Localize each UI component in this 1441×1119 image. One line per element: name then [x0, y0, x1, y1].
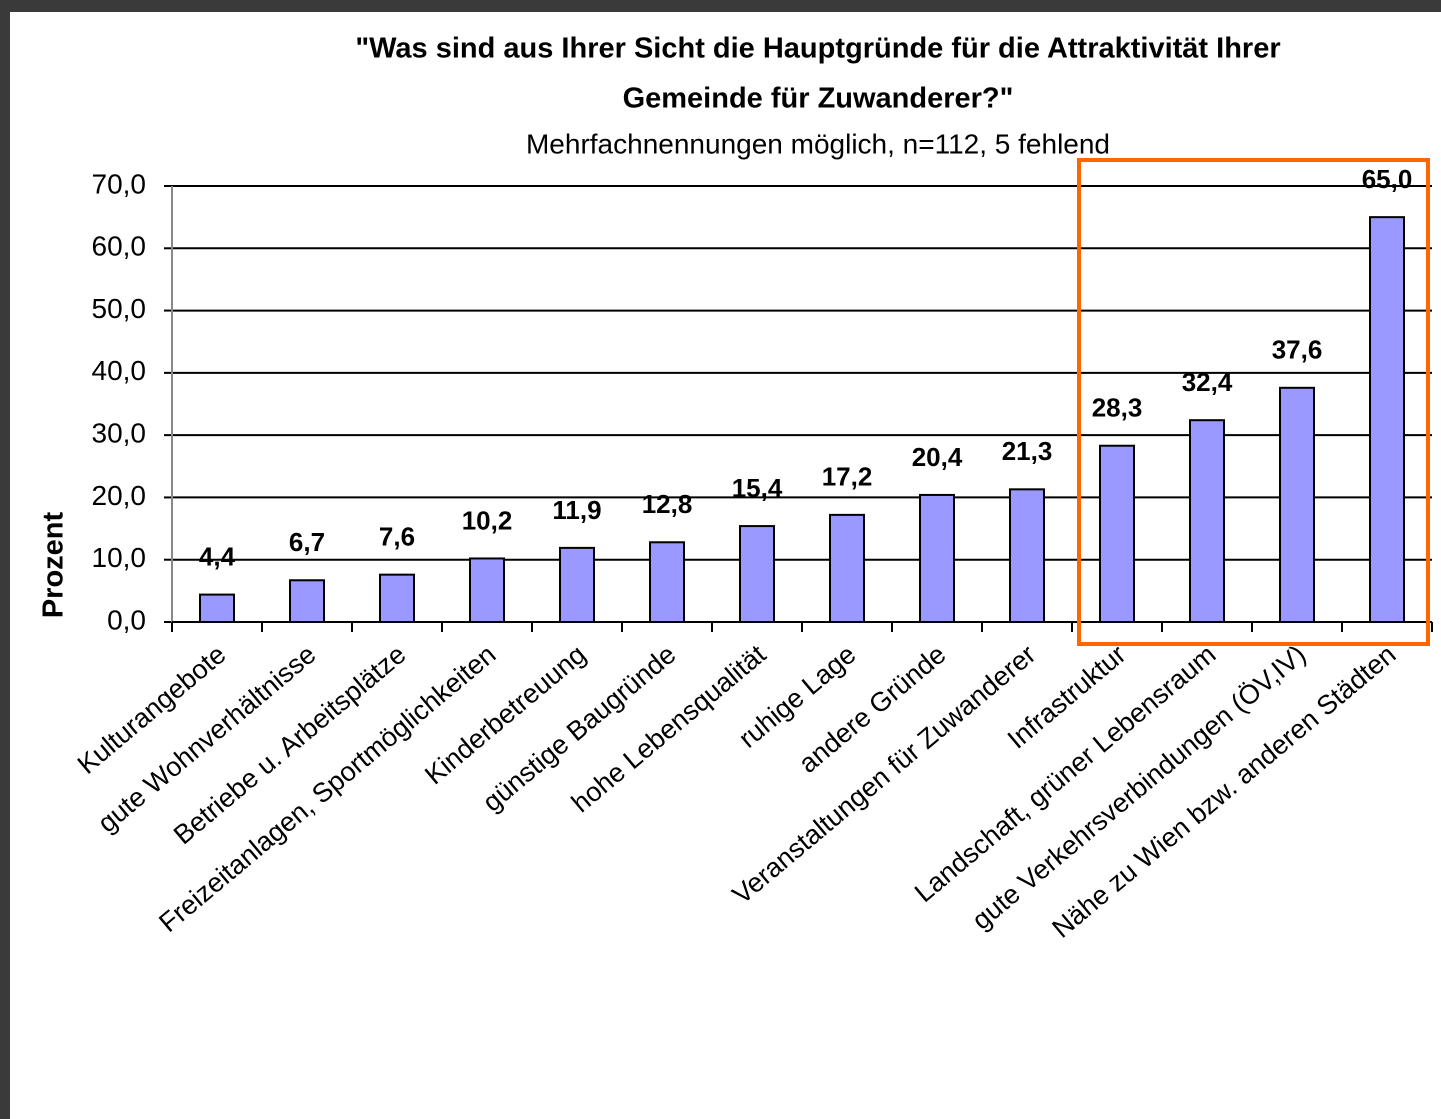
y-tick-label: 60,0	[92, 231, 147, 262]
value-label: 7,6	[379, 522, 415, 552]
value-label: 28,3	[1092, 393, 1143, 423]
chart-title: Gemeinde für Zuwanderer?"	[623, 83, 1014, 115]
bar	[919, 493, 955, 623]
y-tick-label: 0,0	[107, 604, 146, 635]
bar	[739, 525, 775, 624]
y-tick-label: 20,0	[92, 480, 147, 511]
y-tick-label: 40,0	[92, 355, 147, 386]
bar	[649, 541, 685, 624]
value-label: 32,4	[1182, 367, 1233, 397]
value-label: 37,6	[1272, 335, 1323, 365]
value-label: 4,4	[199, 541, 236, 571]
bar	[469, 557, 505, 623]
highlight-box	[1077, 158, 1430, 646]
bar	[199, 593, 235, 624]
value-label: 6,7	[289, 527, 325, 557]
bar	[289, 579, 325, 623]
bar	[379, 573, 415, 623]
value-label: 11,9	[552, 495, 601, 525]
bar	[1279, 386, 1315, 624]
value-label: 20,4	[912, 442, 963, 472]
value-label: 15,4	[732, 473, 783, 503]
bar	[1189, 419, 1225, 623]
chart-subtitle: Mehrfachnennungen möglich, n=112, 5 fehl…	[526, 128, 1110, 159]
bar	[829, 513, 865, 624]
bar	[559, 546, 595, 624]
value-label: 12,8	[642, 489, 693, 519]
y-tick-label: 30,0	[92, 418, 147, 449]
bar	[1009, 488, 1045, 623]
value-label: 10,2	[462, 505, 513, 535]
y-axis-label: Prozent	[38, 511, 70, 618]
bar	[1369, 216, 1405, 623]
value-label: 65,0	[1362, 164, 1413, 194]
y-tick-label: 10,0	[92, 542, 147, 573]
chart-title: "Was sind aus Ihrer Sicht die Hauptgründ…	[355, 33, 1280, 65]
value-label: 17,2	[822, 462, 873, 492]
value-label: 21,3	[1002, 436, 1053, 466]
y-tick-label: 50,0	[92, 293, 147, 324]
y-tick-label: 70,0	[92, 168, 147, 199]
bar	[1099, 444, 1135, 623]
